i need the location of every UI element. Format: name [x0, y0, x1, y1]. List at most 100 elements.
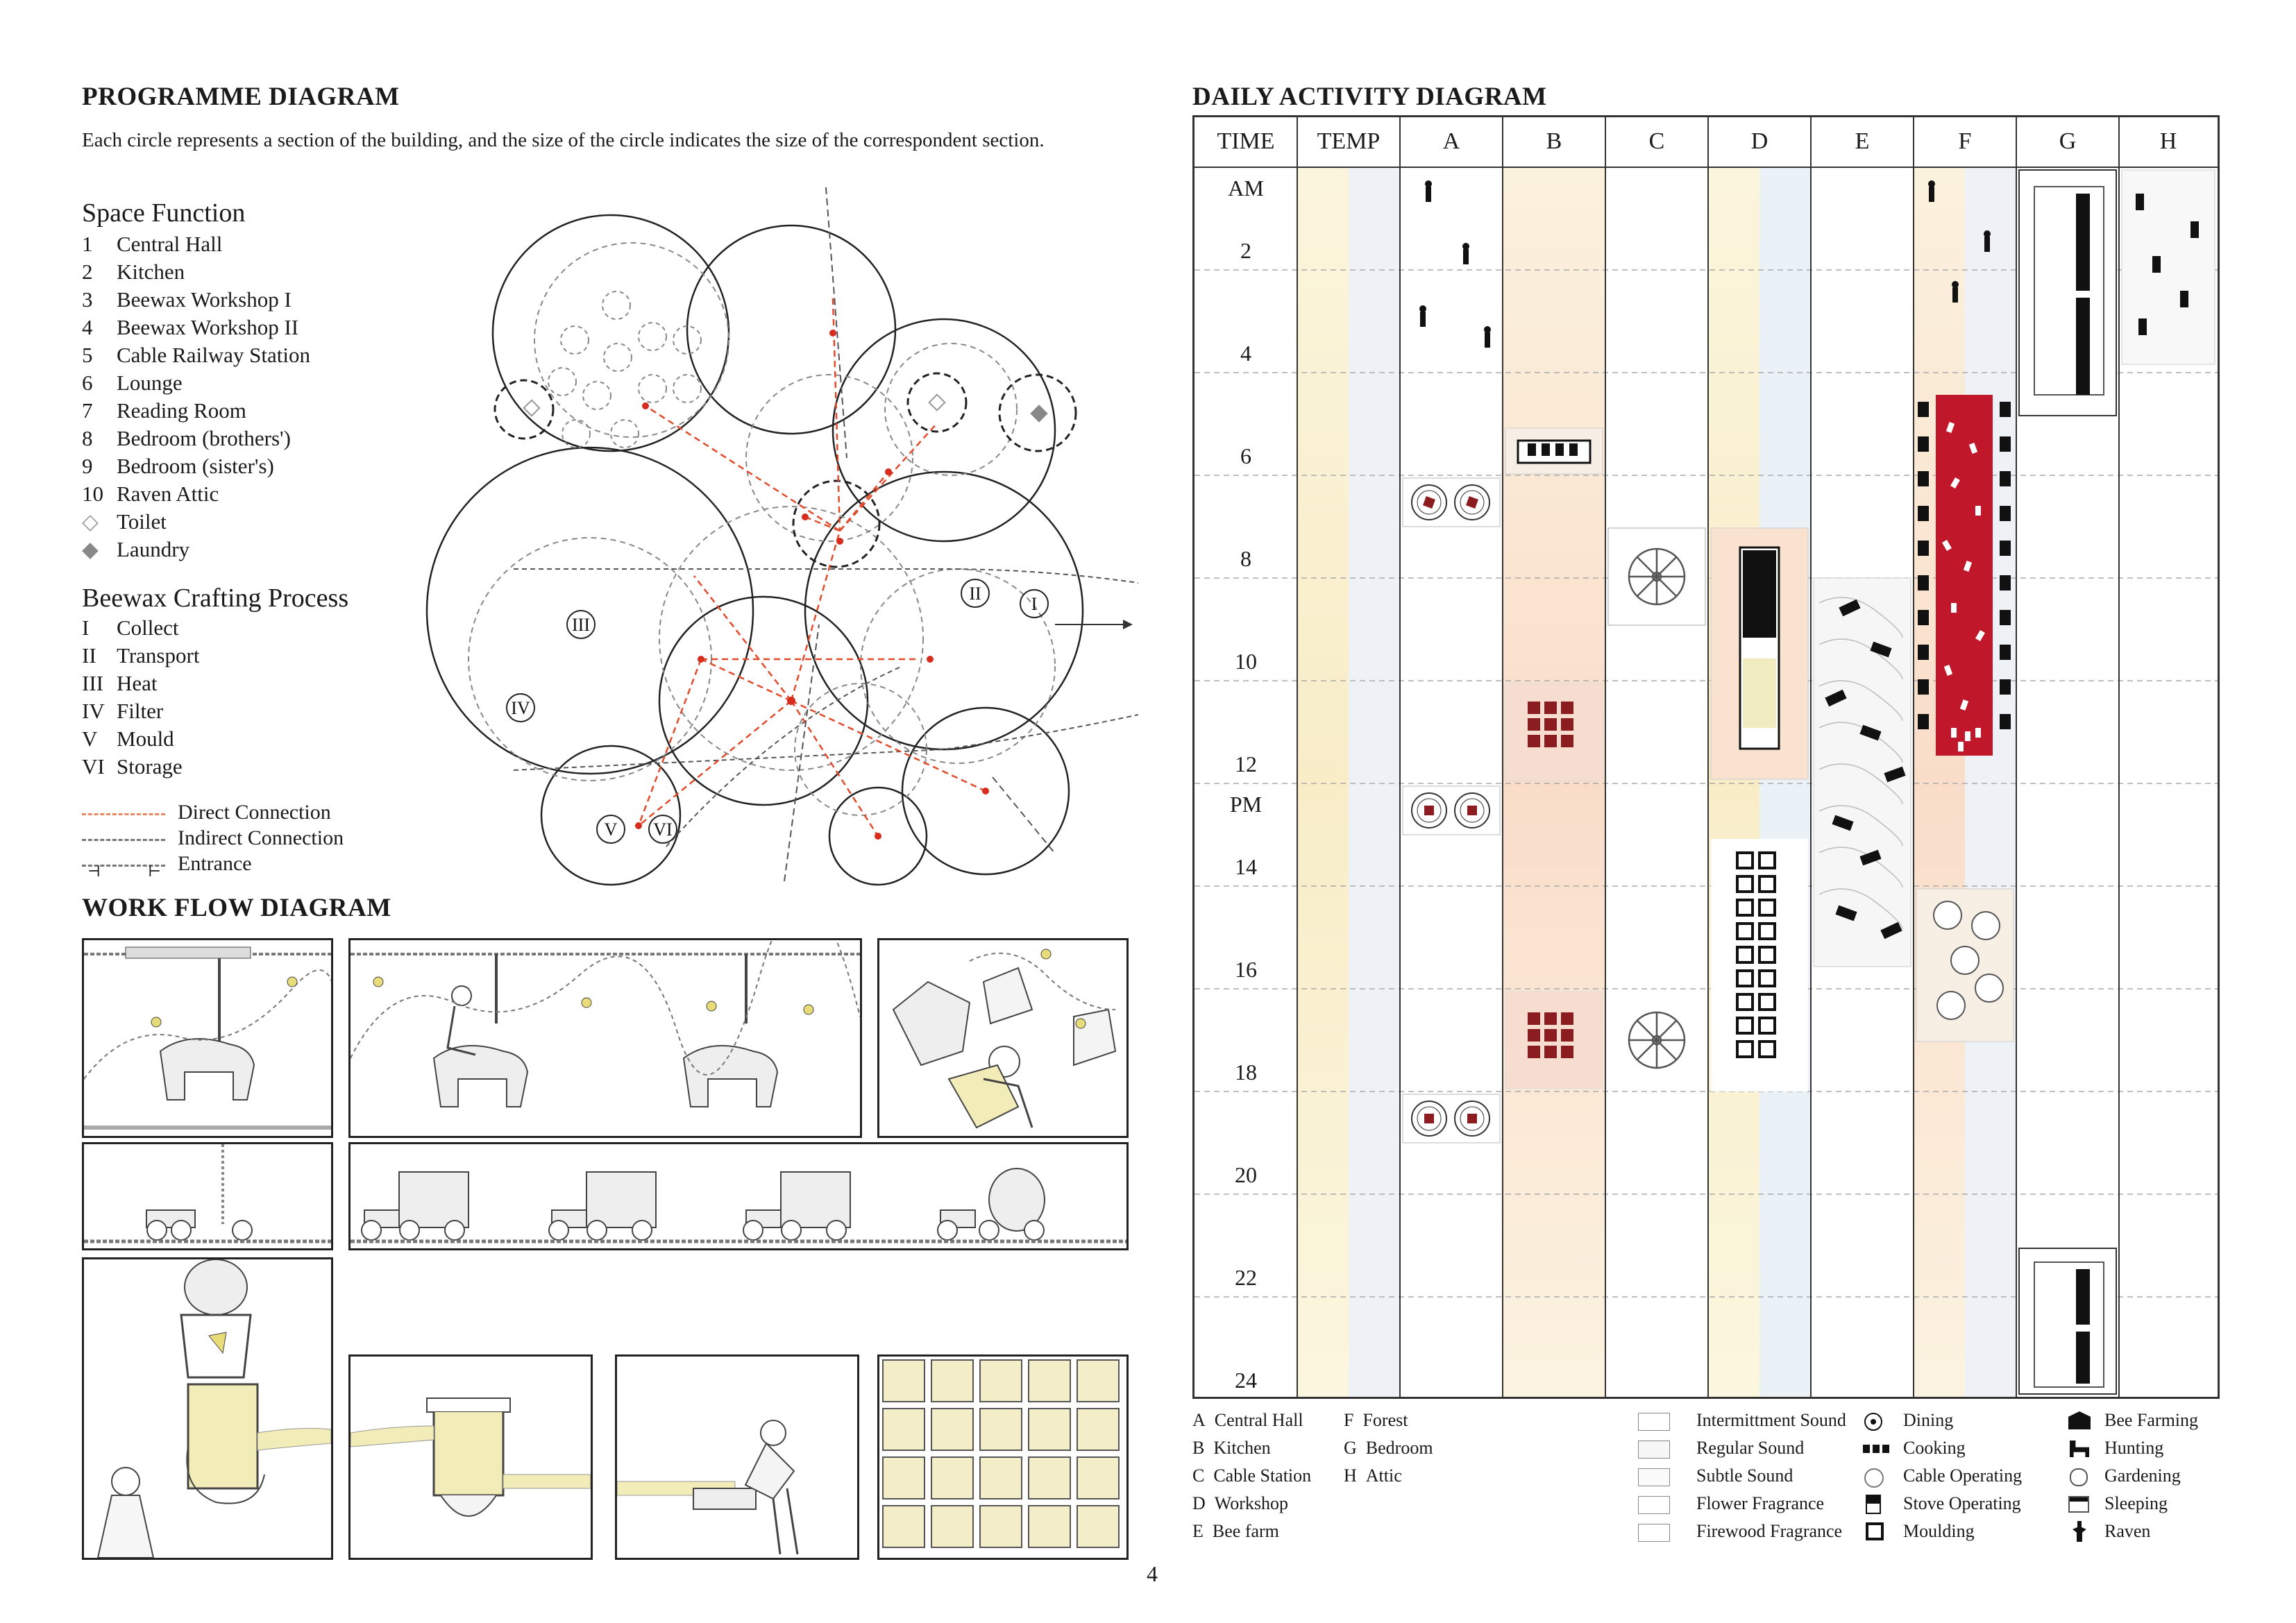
cable-operating-icons-c [1607, 527, 1706, 1069]
intermittent-sound-icon [1638, 1413, 1670, 1431]
legend-hunting: Hunting [2104, 1438, 2164, 1458]
workflow-panel-filter [348, 1354, 593, 1560]
space-function-title: Space Function [82, 198, 246, 228]
laundry-legend: ◆ Laundry [82, 536, 310, 563]
circle-mould [540, 745, 682, 886]
subtle-sound-icon [1638, 1468, 1670, 1486]
daily-legend: A Central Hall B Kitchen C Cable Station… [1192, 1410, 2234, 1549]
cable-wheel-icon [1864, 1468, 1884, 1488]
time-22: 22 [1235, 1265, 1257, 1290]
direct-connection-legend: Direct Connection [82, 799, 344, 825]
space-item: 8 Bedroom (brothers') [82, 426, 291, 450]
page-number: 4 [1147, 1561, 1158, 1586]
time-am: AM [1228, 176, 1264, 201]
time-6: 6 [1240, 443, 1251, 468]
connection-legend: Direct Connection Indirect Connection ⊣ ⊢… [82, 799, 344, 880]
workflow-title: WORK FLOW DIAGRAM [82, 894, 391, 922]
programme-description: Each circle represents a section of the … [82, 129, 1045, 151]
header-b: B [1546, 128, 1562, 154]
entrance-legend: ⊣ ⊢ Entrance [82, 851, 344, 880]
dining-icons-a [1402, 477, 1501, 1144]
workflow-panel-transport [348, 1142, 1129, 1250]
numeral-v: V [605, 819, 618, 840]
programme-bubble-diagram: III IV V VI II I [425, 187, 1138, 886]
gardening-flower-icon [2070, 1468, 2088, 1486]
workflow-panel-riding [348, 938, 862, 1138]
legend-stove-operating: Stove Operating [1903, 1493, 2021, 1513]
time-8: 8 [1240, 546, 1251, 571]
header-temp: TEMP [1317, 128, 1381, 154]
space-item: 4 Beewax Workshop II [82, 315, 299, 339]
circle-storage [828, 786, 928, 886]
header-e: E [1855, 128, 1870, 154]
header-time: TIME [1217, 128, 1275, 154]
header-f: F [1958, 128, 1972, 154]
cooking-icon [1863, 1445, 1891, 1453]
toilet-legend: ◇ Toilet [82, 508, 310, 536]
workflow-illustration [82, 938, 1129, 1560]
circle-workshop-1 [491, 214, 730, 452]
space-item: 7 Reading Room [82, 398, 246, 423]
legend-place-a: A Central Hall [1192, 1410, 1303, 1430]
daily-activity-grid: TIME TEMP A B C D E F G H [1192, 115, 2220, 1399]
legend-cooking: Cooking [1903, 1438, 1966, 1458]
process-item: III Heat [82, 671, 158, 695]
space-item: 1 Central Hall [82, 232, 223, 256]
regular-sound-icon [1638, 1441, 1670, 1459]
space-item: 6 Lounge [82, 371, 183, 395]
legend-flower-fragrance: Flower Fragrance [1696, 1493, 1825, 1513]
daily-title: DAILY ACTIVITY DIAGRAM [1192, 83, 1547, 111]
moulding-icon [1866, 1522, 1884, 1540]
legend-regular-sound: Regular Sound [1696, 1438, 1805, 1458]
daily-grid-graphics [1195, 117, 2218, 1397]
legend-sleeping: Sleeping [2104, 1493, 2168, 1513]
time-14: 14 [1235, 854, 1257, 879]
time-12: 12 [1235, 751, 1257, 776]
header-g: G [2059, 128, 2077, 154]
hunting-icon [2070, 1441, 2089, 1457]
space-function-list: 1 Central Hall 2 Kitchen 3 Beewax Workshop … [82, 230, 310, 563]
numeral-ii: II [969, 584, 981, 604]
legend-place-e: E Bee farm [1192, 1521, 1279, 1541]
cooking-icons-b [1505, 427, 1603, 1089]
bee-farming-icons-e [1813, 577, 1911, 967]
raven-icons-h [2121, 169, 2215, 365]
legend-cable-operating: Cable Operating [1903, 1465, 2023, 1486]
sleeping-icons-g [2018, 169, 2117, 1395]
numeral-iv: IV [511, 698, 530, 718]
legend-place-f: F Forest [1344, 1410, 1408, 1430]
laundry-diamond-icon: ◆ [82, 537, 99, 561]
legend-moulding: Moulding [1903, 1521, 1975, 1541]
numeral-i: I [1031, 594, 1038, 614]
legend-raven: Raven [2104, 1521, 2151, 1541]
legend-place-h: H Attic [1344, 1465, 1402, 1486]
legend-firewood-fragrance: Firewood Fragrance [1696, 1521, 1843, 1541]
workflow-panel-cart-1 [82, 1142, 333, 1250]
process-item: I Collect [82, 615, 179, 640]
header-h: H [2159, 128, 2177, 154]
firewood-fragrance-icon [1638, 1524, 1670, 1542]
sleeping-bed-icon [2068, 1496, 2089, 1513]
legend-place-b: B Kitchen [1192, 1438, 1271, 1458]
legend-dining: Dining [1903, 1410, 1954, 1430]
programme-title: PROGRAMME DIAGRAM [82, 83, 400, 111]
workflow-panel-beekeeper [877, 938, 1129, 1138]
space-item: 2 Kitchen [82, 260, 185, 284]
circle-workshop-2 [425, 446, 754, 775]
circle-kitchen [658, 595, 869, 806]
flower-fragrance-icon [1638, 1496, 1670, 1514]
hunting-icons-f [1916, 395, 2014, 1042]
header-a: A [1442, 128, 1460, 154]
space-item: 5 Cable Railway Station [82, 343, 310, 367]
raven-icon [2073, 1521, 2086, 1542]
time-20: 20 [1235, 1162, 1257, 1187]
numeral-iii: III [572, 615, 590, 635]
circle-bedroom [832, 318, 1056, 543]
workflow-panel-heat [82, 1257, 333, 1560]
circle-raven-attic [686, 224, 897, 435]
time-4: 4 [1240, 341, 1251, 366]
process-item: V Mould [82, 726, 174, 751]
entrance-arrow-icon [1123, 620, 1133, 629]
header-d: D [1750, 128, 1769, 154]
